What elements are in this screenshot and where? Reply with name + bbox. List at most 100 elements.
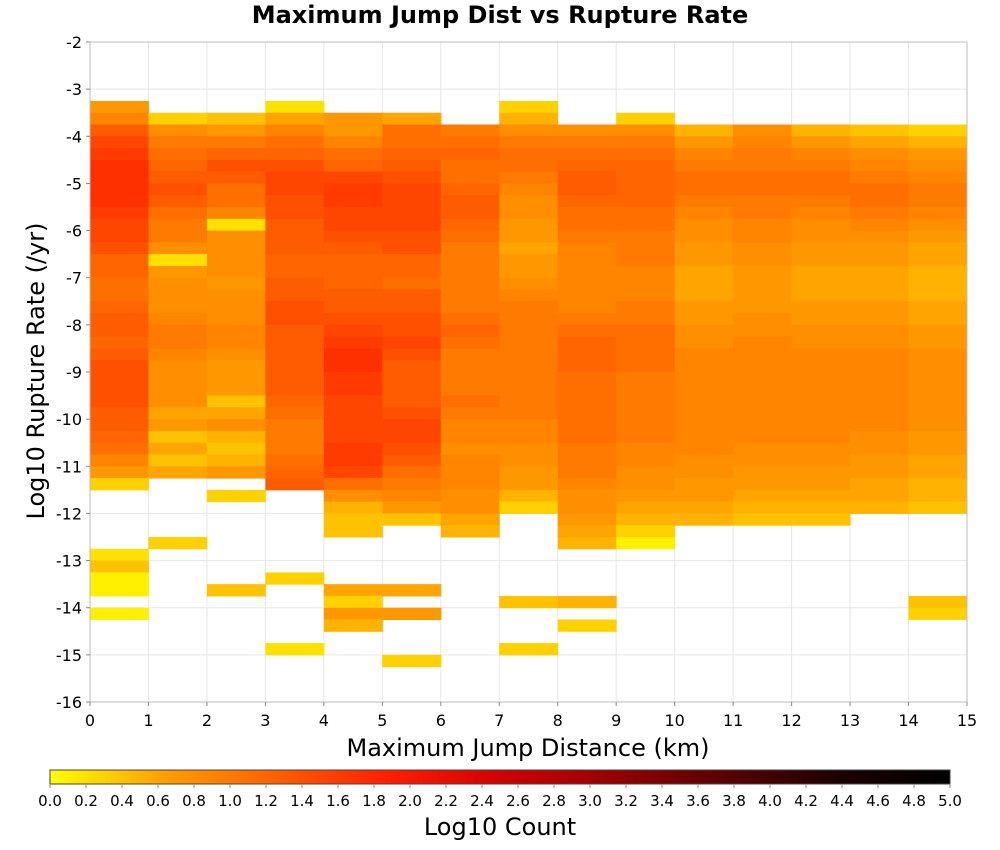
heatmap-cell: [733, 442, 793, 455]
heatmap-cell: [557, 148, 617, 161]
heatmap-cell: [733, 395, 793, 408]
heatmap-cell: [148, 195, 208, 208]
heatmap-cell: [90, 560, 149, 573]
heatmap-cell: [850, 336, 910, 349]
heatmap-cell: [674, 254, 734, 267]
heatmap-cell: [674, 478, 734, 491]
heatmap-cell: [791, 277, 851, 290]
heatmap-cell: [850, 313, 910, 326]
heatmap-cell: [674, 324, 734, 338]
heatmap-cell: [440, 336, 500, 349]
heatmap-cell: [557, 442, 617, 455]
heatmap-cell: [323, 301, 383, 314]
heatmap-cell: [616, 218, 676, 232]
heatmap-cell: [616, 313, 676, 326]
heatmap-cell: [499, 112, 559, 125]
heatmap-cell: [674, 301, 734, 314]
heatmap-cell: [616, 478, 676, 491]
colorbar-tick-label: 2.0: [398, 792, 422, 810]
heatmap-cell: [499, 489, 559, 503]
y-tick-label: -10: [56, 410, 82, 429]
heatmap-cell: [90, 159, 149, 173]
heatmap-cell: [440, 489, 500, 503]
heatmap-cell: [733, 183, 793, 196]
heatmap-cell: [382, 183, 442, 196]
heatmap-cell: [616, 254, 676, 267]
heatmap-cell: [323, 289, 383, 302]
heatmap-cell: [382, 360, 442, 373]
x-tick-label: 8: [553, 711, 563, 730]
heatmap-cell: [382, 124, 442, 137]
heatmap-cell: [908, 501, 968, 514]
heatmap-cell: [90, 572, 149, 585]
heatmap-cell: [265, 254, 325, 267]
heatmap-cell: [616, 442, 676, 455]
heatmap-cell: [733, 277, 793, 290]
heatmap-cell: [382, 466, 442, 479]
heatmap-cell: [908, 489, 968, 503]
heatmap-cell: [323, 395, 383, 408]
heatmap-cell: [90, 407, 149, 420]
heatmap-cell: [440, 242, 500, 255]
y-axis-ticks: -2 -3 -4 -5 -6 -7 -8 -9 -10 -11 -12 -13 -14 -15 -16: [56, 33, 90, 712]
heatmap-cell: [206, 289, 266, 302]
heatmap-cell: [557, 537, 617, 550]
heatmap-cell: [850, 195, 910, 208]
heatmap-cell: [206, 489, 266, 503]
heatmap-cell: [733, 207, 793, 220]
heatmap-cell: [499, 407, 559, 420]
heatmap-cell: [557, 372, 617, 385]
heatmap-cell: [557, 383, 617, 397]
heatmap-cell: [265, 230, 325, 243]
heatmap-cell: [265, 442, 325, 455]
heatmap-cell: [908, 254, 968, 267]
heatmap-cell: [440, 230, 500, 243]
heatmap-cell: [90, 584, 149, 597]
colorbar-gradient: [49, 769, 951, 785]
heatmap-cell: [323, 254, 383, 267]
heatmap-cell: [499, 254, 559, 267]
heatmap-cell: [616, 419, 676, 432]
heatmap-cell: [148, 148, 208, 161]
heatmap-cell: [499, 336, 559, 349]
heatmap-cell: [265, 348, 325, 361]
heatmap-cell: [148, 289, 208, 302]
heatmap-cell: [206, 136, 266, 149]
heatmap-cell: [90, 183, 149, 196]
heatmap-cell: [440, 466, 500, 479]
heatmap-cell: [206, 171, 266, 184]
heatmap-cell: [850, 489, 910, 503]
heatmap-cell: [323, 136, 383, 149]
heatmap-cell: [265, 383, 325, 397]
x-tick-label: 3: [260, 711, 270, 730]
heatmap-cell: [791, 289, 851, 302]
heatmap-cell: [557, 301, 617, 314]
heatmap-cell: [206, 183, 266, 196]
heatmap-cell: [382, 372, 442, 385]
heatmap-cell: [674, 313, 734, 326]
heatmap-cell: [206, 372, 266, 385]
y-tick-label: -5: [66, 174, 82, 193]
heatmap-cell: [733, 430, 793, 444]
heatmap-cell: [265, 136, 325, 149]
heatmap-cell: [733, 124, 793, 137]
heatmap-cell: [382, 112, 442, 125]
heatmap-cell: [616, 489, 676, 503]
heatmap-cell: [850, 501, 910, 514]
heatmap-cell: [616, 360, 676, 373]
colorbar-tick-label: 4.2: [794, 792, 818, 810]
heatmap-cell: [265, 313, 325, 326]
heatmap-cell: [90, 324, 149, 338]
heatmap-cell: [908, 289, 968, 302]
colorbar: [49, 769, 951, 785]
heatmap-cell: [674, 265, 734, 279]
heatmap-cell: [850, 407, 910, 420]
colorbar-tick-label: 3.6: [686, 792, 710, 810]
heatmap-cell: [791, 207, 851, 220]
heatmap-cell: [499, 265, 559, 279]
heatmap-cell: [206, 324, 266, 338]
heatmap-cell: [850, 265, 910, 279]
heatmap-cell: [148, 254, 208, 267]
heatmap-cell: [908, 454, 968, 467]
x-axis-ticks: 0 1 2 3 4 5 6 7 8 9 10 11 12 13 14 15: [85, 702, 977, 730]
